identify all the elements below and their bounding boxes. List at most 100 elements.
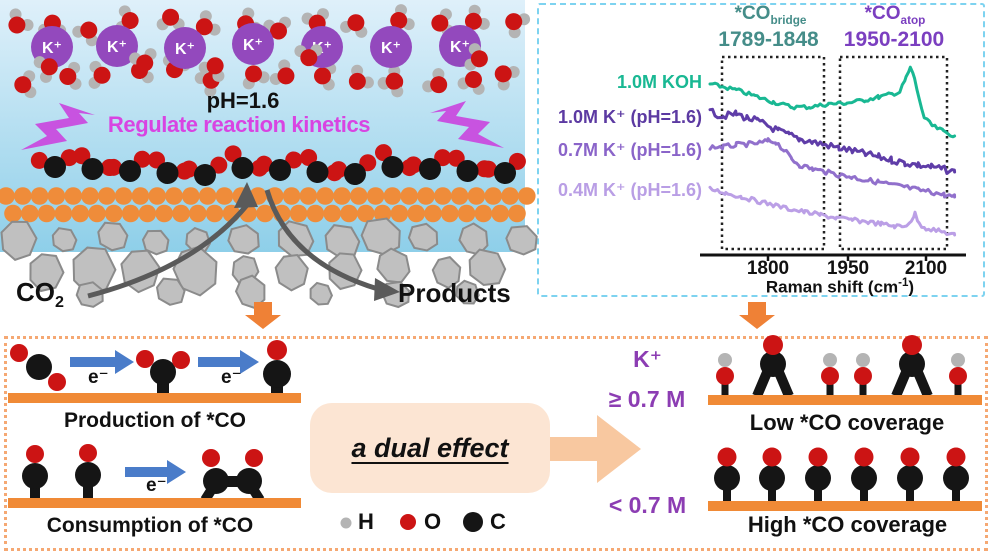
co2-in-arrowhead <box>234 182 258 208</box>
kplus-ion-label: K⁺ <box>107 39 127 56</box>
kplus-ion-label: K⁺ <box>42 40 62 57</box>
high-coverage-label: High *CO coverage <box>747 512 948 537</box>
x-tick-1950: 1950 <box>826 258 870 279</box>
co-atop-sub: atop <box>900 13 926 27</box>
potassium-ion: K⁺ <box>96 25 138 67</box>
legend-h-label: H <box>358 509 374 534</box>
result-arrow-icon <box>550 415 641 483</box>
water-molecule <box>59 61 82 90</box>
co2-molecule <box>30 149 78 178</box>
electron-arrow <box>198 350 259 374</box>
atop-range-label: 1950-2100 <box>843 28 945 51</box>
x-axis-label: Raman shift (cm-1) <box>740 277 940 297</box>
water-molecule <box>340 14 368 38</box>
substrate-rock <box>0 220 38 261</box>
kplus-title: K⁺ <box>633 346 662 372</box>
water-molecule <box>156 8 185 31</box>
products-label: Products <box>398 278 511 308</box>
substrate-rock <box>274 253 309 292</box>
co2-molecule <box>10 344 66 391</box>
legend-h-dot <box>340 517 352 529</box>
x-tick-1800: 1800 <box>746 258 790 279</box>
kplus-ion-label: K⁺ <box>381 40 401 57</box>
bridge-co <box>891 335 933 398</box>
raman-curve <box>708 107 957 175</box>
adsorbed-co <box>897 447 923 502</box>
co2-label: CO2 <box>16 278 64 312</box>
low-k-label: < 0.7 M <box>608 492 687 518</box>
low-coverage-label: Low *CO coverage <box>749 410 945 435</box>
substrate-rock <box>458 222 489 256</box>
water-molecule <box>88 60 111 89</box>
water-molecule <box>72 21 98 47</box>
water-molecule <box>269 59 295 86</box>
production-label: Production of *CO <box>64 409 246 432</box>
water-molecule <box>348 64 374 90</box>
kplus-ion-label: K⁺ <box>450 39 470 56</box>
water-molecule <box>505 13 531 39</box>
potassium-ion: K⁺ <box>370 26 412 68</box>
substrate-rock <box>468 248 507 286</box>
adsorbed-co <box>805 447 831 502</box>
co2-molecule <box>104 150 151 182</box>
water-molecule <box>422 68 448 94</box>
adsorbed-hydrogen-species <box>854 353 872 396</box>
water-molecule <box>377 72 404 98</box>
high-k-label: ≥ 0.7 M <box>608 386 686 412</box>
substrate-rock <box>407 222 439 252</box>
raman-curve <box>708 137 957 199</box>
substrate-rock <box>227 224 260 255</box>
catalyst-bar <box>708 501 982 511</box>
co-bridge-main: *CO <box>734 3 771 24</box>
water-molecule <box>198 57 225 82</box>
consumption-label: Consumption of *CO <box>46 514 254 537</box>
adsorbed-co <box>759 447 785 502</box>
water-molecule <box>129 48 157 72</box>
water-molecule <box>390 4 415 31</box>
water-molecule <box>457 71 485 95</box>
co2-molecule <box>255 151 303 181</box>
down-arrow-icon <box>739 302 775 329</box>
raman-curves <box>708 65 957 237</box>
bridge-range-label: 1789-1848 <box>718 28 819 51</box>
raman-curve <box>708 65 957 139</box>
catalyst-bar <box>8 393 301 403</box>
series-label-1.0m: 1.0M K⁺ (pH=1.6) <box>557 107 702 127</box>
adsorbed-co <box>943 447 969 502</box>
co2-molecule <box>180 156 228 186</box>
substrate-rock <box>97 221 129 252</box>
water-molecule <box>494 65 520 91</box>
co2-molecule <box>405 149 452 180</box>
coverage-layer <box>714 335 969 502</box>
substrate-rock <box>51 227 78 253</box>
adsorbed-co <box>75 444 101 498</box>
electron-label: e⁻ <box>88 367 109 388</box>
raman-panel <box>537 3 985 297</box>
water-molecule <box>8 8 34 34</box>
ph-label: pH=1.6 <box>206 88 280 113</box>
series-label-0.4m: 0.4M K⁺ (pH=1.6) <box>557 180 702 200</box>
adsorbed-hydrogen-species <box>949 353 967 396</box>
substrate-rock <box>505 225 538 256</box>
catalyst-bar <box>708 395 982 405</box>
potassium-ion: K⁺ <box>232 23 274 65</box>
legend-c-dot <box>463 512 483 532</box>
x-axis-label-main: Raman shift (cm <box>765 277 899 297</box>
substrate-rock <box>431 256 462 290</box>
substrate-rock <box>376 247 411 284</box>
substrate-rock <box>309 281 334 306</box>
co-atop-main: *CO <box>864 3 901 24</box>
adsorbed-co <box>263 340 291 395</box>
water-molecule <box>294 44 323 67</box>
potassium-ion-layer: K⁺K⁺K⁺K⁺K⁺K⁺K⁺ <box>31 23 488 98</box>
kplus-ion-label: K⁺ <box>175 41 195 58</box>
raman-curve <box>708 185 957 237</box>
co2-molecule <box>479 152 526 184</box>
occo-dimer <box>200 449 265 503</box>
adsorbed-co <box>714 447 740 502</box>
down-arrow-icon <box>245 302 281 329</box>
electron-label: e⁻ <box>221 367 242 388</box>
co-bridge-label: *CObridge <box>708 3 833 28</box>
lightning-icon <box>21 103 95 150</box>
